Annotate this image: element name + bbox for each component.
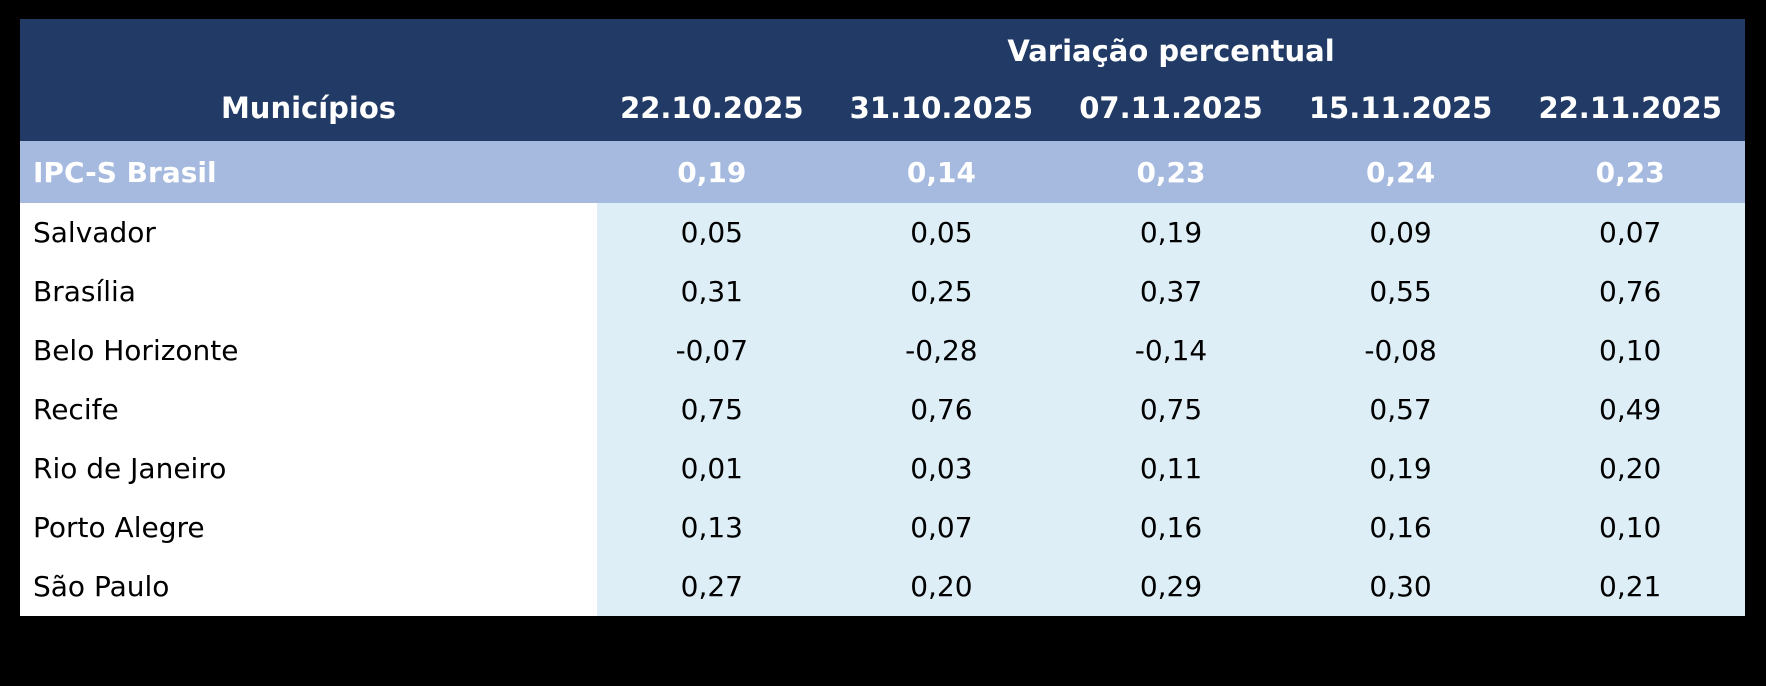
row-label: Belo Horizonte [20, 321, 597, 380]
row-label: Porto Alegre [20, 498, 597, 557]
table-cell: 0,49 [1515, 380, 1745, 439]
column-header-date-5: 22.11.2025 [1515, 75, 1745, 141]
table-cell: 0,09 [1285, 203, 1516, 262]
table-cell: 0,20 [1515, 439, 1745, 498]
table-cell: 0,07 [826, 498, 1057, 557]
table-cell: 0,25 [826, 262, 1057, 321]
table-cell: 0,75 [597, 380, 827, 439]
header-corner-spacer [20, 19, 597, 75]
row-label: Brasília [20, 262, 597, 321]
table-cell: 0,01 [597, 439, 827, 498]
table-cell: 0,75 [1056, 380, 1286, 439]
table-cell: 0,16 [1285, 498, 1516, 557]
table-cell: 0,55 [1285, 262, 1516, 321]
table-body: IPC-S Brasil 0,19 0,14 0,23 0,24 0,23 Sa… [20, 141, 1745, 616]
table-cell: 0,76 [1515, 262, 1745, 321]
table-cell: 0,03 [826, 439, 1057, 498]
table-cell: 0,13 [597, 498, 827, 557]
table-header: Variação percentual Municípios 22.10.202… [20, 19, 1745, 141]
table-cell: 0,10 [1515, 321, 1745, 380]
column-header-date-2: 31.10.2025 [826, 75, 1057, 141]
table-cell: -0,14 [1056, 321, 1286, 380]
table-cell: 0,21 [1515, 557, 1745, 616]
column-header-date-4: 15.11.2025 [1285, 75, 1516, 141]
ipcs-variation-table: Variação percentual Municípios 22.10.202… [20, 19, 1745, 616]
table-cell: 0,11 [1056, 439, 1286, 498]
row-label: Recife [20, 380, 597, 439]
table-row-porto-alegre: Porto Alegre 0,13 0,07 0,16 0,16 0,10 [20, 498, 1745, 557]
summary-value: 0,24 [1285, 141, 1516, 203]
table-row-belo-horizonte: Belo Horizonte -0,07 -0,28 -0,14 -0,08 0… [20, 321, 1745, 380]
summary-value: 0,23 [1515, 141, 1745, 203]
table-cell: 0,16 [1056, 498, 1286, 557]
table-row-salvador: Salvador 0,05 0,05 0,19 0,09 0,07 [20, 203, 1745, 262]
table-row-brasilia: Brasília 0,31 0,25 0,37 0,55 0,76 [20, 262, 1745, 321]
table-title: Variação percentual [597, 19, 1745, 75]
table-cell: 0,05 [826, 203, 1057, 262]
summary-row-label: IPC-S Brasil [20, 141, 597, 203]
table-cell: 0,31 [597, 262, 827, 321]
table-cell: -0,08 [1285, 321, 1516, 380]
summary-value: 0,14 [826, 141, 1057, 203]
column-header-row: Municípios 22.10.2025 31.10.2025 07.11.2… [20, 75, 1745, 141]
table-cell: -0,07 [597, 321, 827, 380]
table-cell: 0,27 [597, 557, 827, 616]
table-cell: 0,10 [1515, 498, 1745, 557]
table-cell: 0,05 [597, 203, 827, 262]
summary-value: 0,23 [1056, 141, 1286, 203]
row-label: Rio de Janeiro [20, 439, 597, 498]
table-row-rio-de-janeiro: Rio de Janeiro 0,01 0,03 0,11 0,19 0,20 [20, 439, 1745, 498]
row-label: São Paulo [20, 557, 597, 616]
table-cell: 0,20 [826, 557, 1057, 616]
table-cell: 0,29 [1056, 557, 1286, 616]
table-cell: 0,07 [1515, 203, 1745, 262]
row-label: Salvador [20, 203, 597, 262]
table-row-recife: Recife 0,75 0,76 0,75 0,57 0,49 [20, 380, 1745, 439]
table-cell: 0,19 [1285, 439, 1516, 498]
column-header-date-3: 07.11.2025 [1056, 75, 1286, 141]
table-cell: 0,37 [1056, 262, 1286, 321]
table-title-row: Variação percentual [20, 19, 1745, 75]
table-cell: 0,30 [1285, 557, 1516, 616]
column-header-municipios: Municípios [20, 75, 597, 141]
table-cell: 0,19 [1056, 203, 1286, 262]
table-cell: 0,57 [1285, 380, 1516, 439]
summary-row-ipcs-brasil: IPC-S Brasil 0,19 0,14 0,23 0,24 0,23 [20, 141, 1745, 203]
summary-value: 0,19 [597, 141, 827, 203]
table-row-sao-paulo: São Paulo 0,27 0,20 0,29 0,30 0,21 [20, 557, 1745, 616]
table-cell: -0,28 [826, 321, 1057, 380]
table-cell: 0,76 [826, 380, 1057, 439]
column-header-date-1: 22.10.2025 [597, 75, 827, 141]
